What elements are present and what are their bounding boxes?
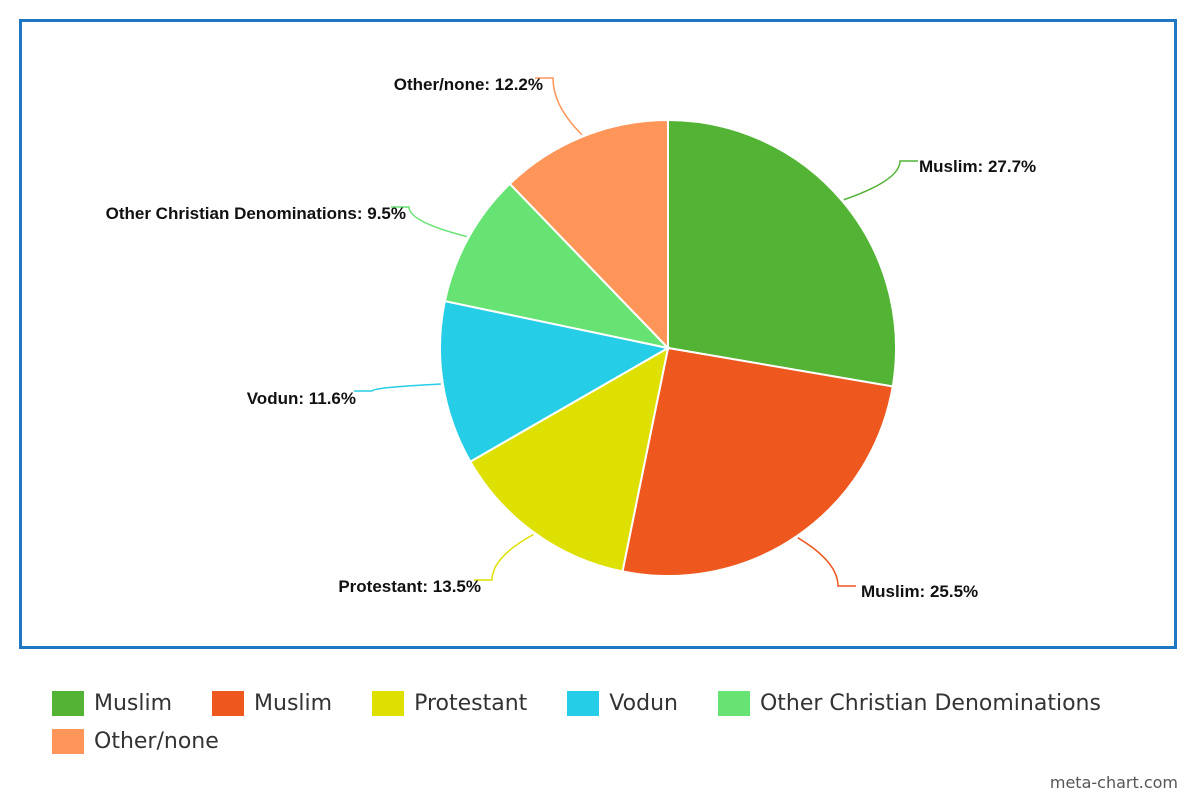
pie-slice[interactable] <box>468 346 670 573</box>
pie-slice[interactable] <box>438 299 671 463</box>
slice-connector-line <box>535 77 583 136</box>
slice-connector-line <box>797 537 856 587</box>
legend-swatch <box>372 690 405 716</box>
slice-label: Other Christian Denominations: 9.5% <box>106 204 406 223</box>
slice-connector-line <box>474 533 534 581</box>
slice-label: Protestant: 13.5% <box>338 577 481 596</box>
legend-label: Muslim <box>94 690 173 716</box>
pie-slice[interactable] <box>621 346 894 577</box>
slice-label: Vodun: 11.6% <box>247 389 356 408</box>
pie-slice[interactable] <box>667 118 897 388</box>
legend-label: Other Christian Denominations <box>759 690 1101 716</box>
slice-label: Muslim: 25.5% <box>861 582 978 601</box>
legend-label: Muslim <box>254 690 333 716</box>
legend-item-muslim-2[interactable]: Muslim <box>212 688 332 718</box>
slice-connector-line <box>391 206 467 238</box>
legend-swatch <box>52 728 84 754</box>
legend-item-muslim-1[interactable]: Muslim <box>52 688 172 718</box>
footer-credit: meta-chart.com <box>1049 773 1178 792</box>
slice-connector-line <box>843 160 918 201</box>
legend-item-protestant[interactable]: Protestant <box>372 688 527 718</box>
legend-label: Other/none <box>94 728 219 754</box>
chart-frame: Muslim: 27.7% Muslim: 25.5% Protestant: 13… <box>19 19 1177 649</box>
legend-label: Protestant <box>414 690 528 716</box>
legend-item-vodun[interactable]: Vodun <box>567 688 678 718</box>
legend-swatch <box>717 690 750 716</box>
slice-connector-line <box>354 383 441 392</box>
slice-label: Other/none: 12.2% <box>394 75 543 94</box>
legend-swatch <box>212 690 245 716</box>
pie-slice[interactable] <box>508 118 669 351</box>
legend-label: Vodun <box>609 690 678 716</box>
pie-chart: Muslim: 27.7% Muslim: 25.5% Protestant: 13… <box>106 75 1037 601</box>
legend-swatch <box>567 690 600 716</box>
legend-swatch <box>52 690 84 716</box>
legend: Muslim Muslim Protestant Vodun Other Chr… <box>52 688 1172 756</box>
pie-slice[interactable] <box>443 182 671 350</box>
slice-label: Muslim: 27.7% <box>919 157 1036 176</box>
legend-item-other-none[interactable]: Other/none <box>52 726 219 756</box>
legend-item-other-christian[interactable]: Other Christian Denominations <box>717 688 1101 718</box>
